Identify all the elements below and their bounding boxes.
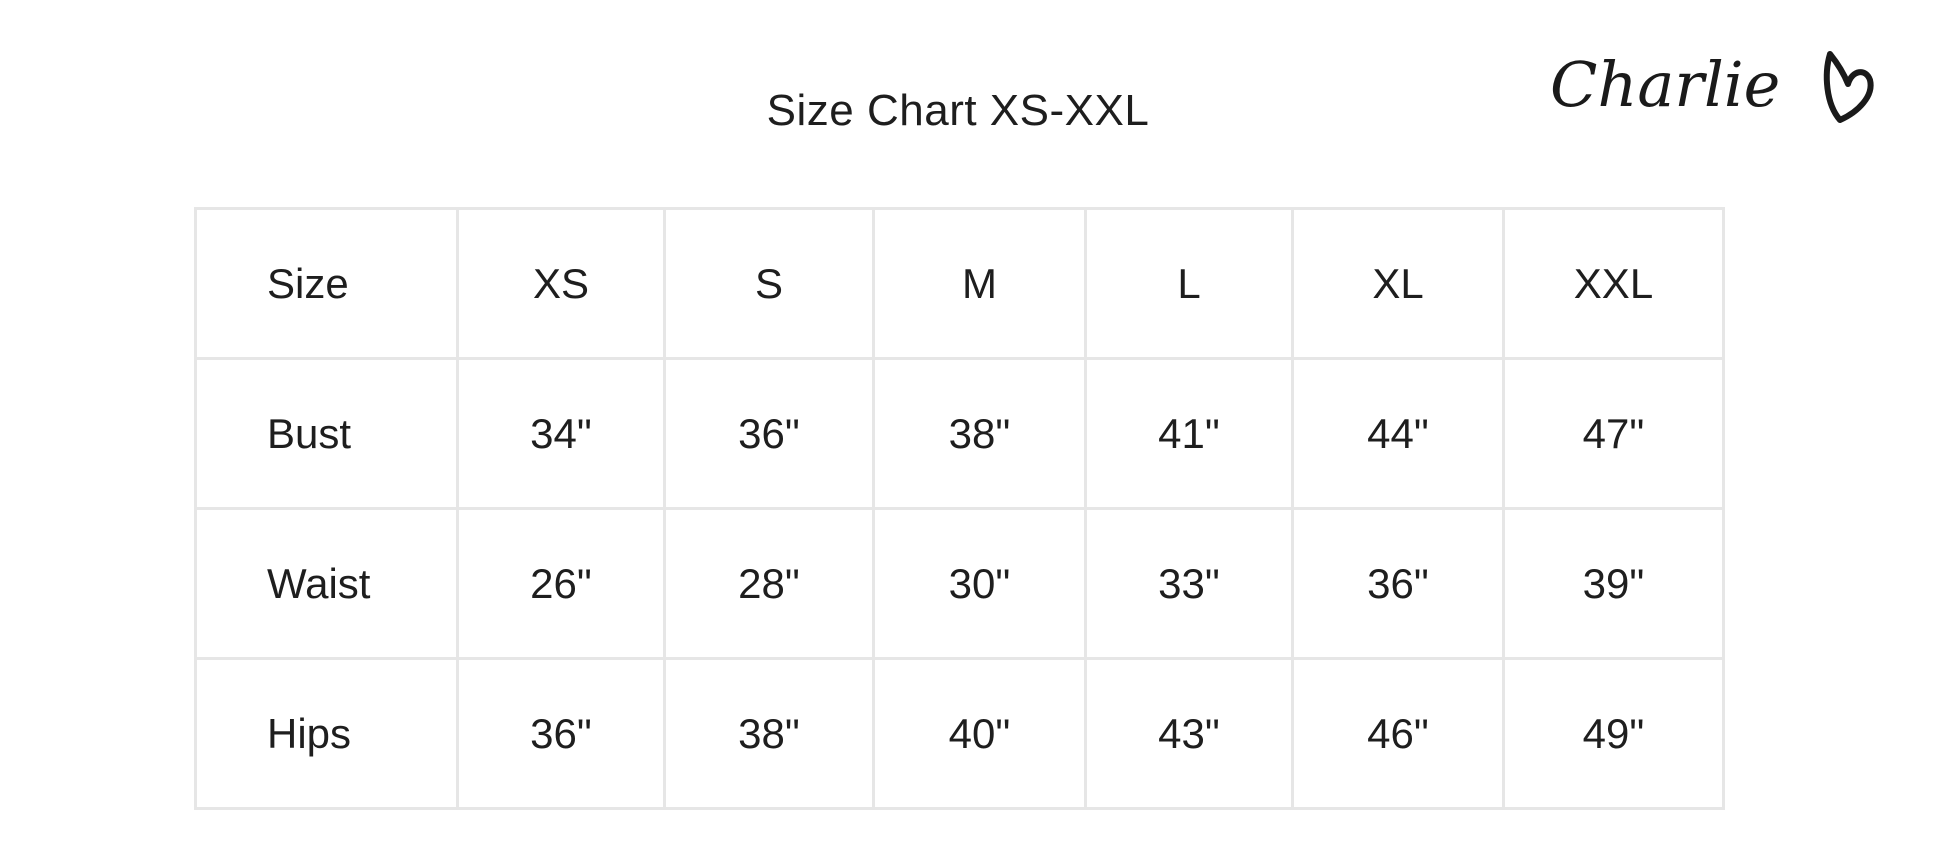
- header-size: L: [1084, 207, 1294, 360]
- table-row: Bust 34" 36" 38" 41" 44" 47": [194, 357, 1725, 510]
- header-size: XS: [456, 207, 666, 360]
- cell: 44": [1291, 357, 1505, 510]
- header-size: M: [872, 207, 1087, 360]
- row-label: Hips: [194, 657, 459, 810]
- header-label: Size: [194, 207, 459, 360]
- cell: 26": [456, 507, 666, 660]
- cell: 40": [872, 657, 1087, 810]
- table-row: Hips 36" 38" 40" 43" 46" 49": [194, 657, 1725, 810]
- cell: 41": [1084, 357, 1294, 510]
- cell: 47": [1502, 357, 1725, 510]
- cell: 39": [1502, 507, 1725, 660]
- cell: 36": [456, 657, 666, 810]
- cell: 36": [1291, 507, 1505, 660]
- table-row: Waist 26" 28" 30" 33" 36" 39": [194, 507, 1725, 660]
- cell: 38": [872, 357, 1087, 510]
- row-label: Bust: [194, 357, 459, 510]
- cell: 34": [456, 357, 666, 510]
- cell: 30": [872, 507, 1087, 660]
- cell: 38": [663, 657, 875, 810]
- cell: 33": [1084, 507, 1294, 660]
- cell: 43": [1084, 657, 1294, 810]
- heart-icon: [1823, 51, 1874, 123]
- brand-logo: Charlie: [1550, 48, 1874, 123]
- header-size: S: [663, 207, 875, 360]
- logo-wordmark: Charlie: [1550, 48, 1780, 121]
- cell: 49": [1502, 657, 1725, 810]
- cell: 28": [663, 507, 875, 660]
- header-size: XL: [1291, 207, 1505, 360]
- row-label: Waist: [194, 507, 459, 660]
- cell: 36": [663, 357, 875, 510]
- size-chart-table: Size XS S M L XL XXL Bust 34" 36" 38" 41…: [194, 207, 1725, 810]
- cell: 46": [1291, 657, 1505, 810]
- header-size: XXL: [1502, 207, 1725, 360]
- page-title: Size Chart XS-XXL: [766, 86, 1150, 135]
- table-header-row: Size XS S M L XL XXL: [194, 207, 1725, 360]
